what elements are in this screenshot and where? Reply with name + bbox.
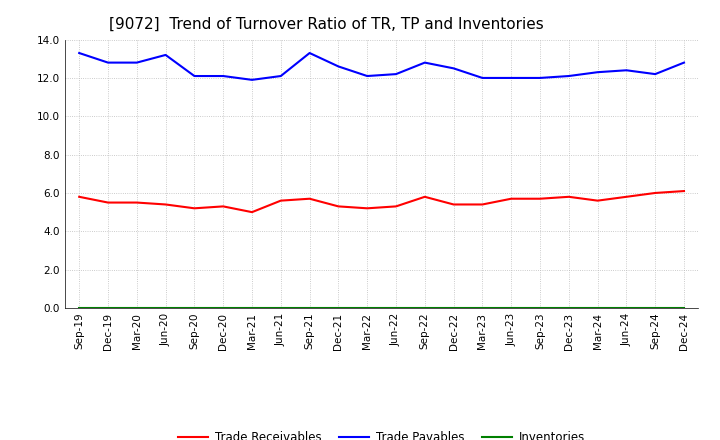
Inventories (392, 305, 400, 311)
Trade Receivables (132, 200, 141, 205)
Trade Payables (219, 73, 228, 79)
Inventories (334, 305, 343, 311)
Trade Payables (75, 50, 84, 55)
Trade Receivables (651, 191, 660, 196)
Trade Receivables (564, 194, 573, 199)
Trade Payables (161, 52, 170, 58)
Inventories (248, 305, 256, 311)
Trade Payables (248, 77, 256, 82)
Trade Receivables (449, 202, 458, 207)
Trade Receivables (75, 194, 84, 199)
Trade Payables (564, 73, 573, 79)
Trade Payables (593, 70, 602, 75)
Inventories (75, 305, 84, 311)
Trade Receivables (305, 196, 314, 202)
Inventories (363, 305, 372, 311)
Trade Receivables (161, 202, 170, 207)
Inventories (478, 305, 487, 311)
Trade Payables (478, 75, 487, 81)
Inventories (536, 305, 544, 311)
Inventories (420, 305, 429, 311)
Trade Receivables (190, 205, 199, 211)
Trade Payables (392, 71, 400, 77)
Inventories (219, 305, 228, 311)
Trade Payables (449, 66, 458, 71)
Inventories (305, 305, 314, 311)
Inventories (276, 305, 285, 311)
Text: [9072]  Trend of Turnover Ratio of TR, TP and Inventories: [9072] Trend of Turnover Ratio of TR, TP… (109, 16, 544, 32)
Inventories (651, 305, 660, 311)
Trade Payables (536, 75, 544, 81)
Trade Payables (507, 75, 516, 81)
Trade Payables (651, 71, 660, 77)
Trade Receivables (276, 198, 285, 203)
Inventories (132, 305, 141, 311)
Line: Trade Payables: Trade Payables (79, 53, 684, 80)
Trade Receivables (104, 200, 112, 205)
Trade Receivables (219, 204, 228, 209)
Trade Receivables (680, 188, 688, 194)
Trade Payables (334, 64, 343, 69)
Trade Payables (276, 73, 285, 79)
Trade Payables (190, 73, 199, 79)
Trade Payables (104, 60, 112, 65)
Trade Payables (420, 60, 429, 65)
Inventories (104, 305, 112, 311)
Trade Payables (132, 60, 141, 65)
Trade Receivables (536, 196, 544, 202)
Inventories (161, 305, 170, 311)
Trade Receivables (478, 202, 487, 207)
Trade Receivables (363, 205, 372, 211)
Inventories (622, 305, 631, 311)
Trade Receivables (420, 194, 429, 199)
Inventories (190, 305, 199, 311)
Trade Payables (680, 60, 688, 65)
Trade Receivables (593, 198, 602, 203)
Inventories (593, 305, 602, 311)
Inventories (449, 305, 458, 311)
Trade Receivables (507, 196, 516, 202)
Trade Receivables (334, 204, 343, 209)
Trade Receivables (248, 209, 256, 215)
Inventories (507, 305, 516, 311)
Trade Payables (305, 50, 314, 55)
Trade Payables (622, 68, 631, 73)
Trade Receivables (392, 204, 400, 209)
Line: Trade Receivables: Trade Receivables (79, 191, 684, 212)
Legend: Trade Receivables, Trade Payables, Inventories: Trade Receivables, Trade Payables, Inven… (174, 427, 590, 440)
Trade Receivables (622, 194, 631, 199)
Inventories (564, 305, 573, 311)
Inventories (680, 305, 688, 311)
Trade Payables (363, 73, 372, 79)
